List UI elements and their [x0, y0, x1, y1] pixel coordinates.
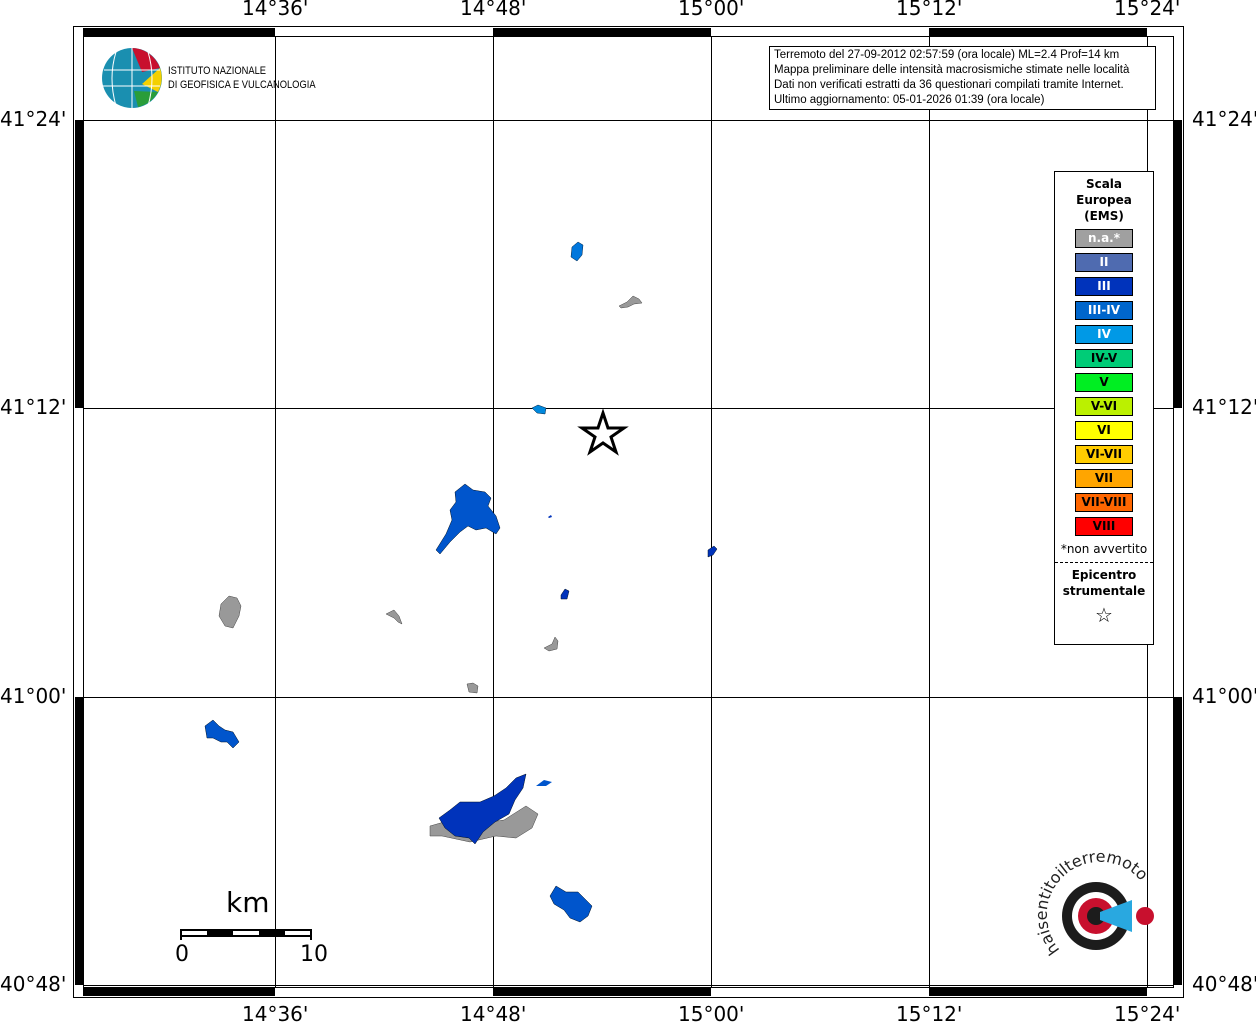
legend-swatch: VII-VIII: [1075, 493, 1133, 512]
frame-segment: [929, 988, 1147, 996]
lon-tick-label: 15°24': [1114, 1002, 1181, 1026]
lat-tick-label: 40°48': [0, 972, 67, 996]
map-frame: [75, 28, 1182, 996]
legend-swatch: V: [1075, 373, 1133, 392]
area-iii: [707, 545, 718, 558]
lon-tick-label: 15°00': [678, 1002, 745, 1026]
area-iii-iv: [435, 483, 501, 555]
area-iii: [560, 588, 570, 600]
event-info-box: Terremoto del 27-09-2012 02:57:59 (ora l…: [769, 46, 1156, 110]
map-description-line: Mappa preliminare delle intensità macros…: [774, 64, 1130, 76]
municipality-areas: [204, 241, 718, 923]
area-iii: [438, 773, 527, 845]
lat-tick-label: 41°24': [0, 107, 67, 131]
lon-tick-label: 14°36': [242, 1002, 309, 1026]
ingv-logo-icon: [102, 48, 162, 108]
lat-tick-label: 41°12': [0, 395, 67, 419]
scale-bar: [180, 929, 312, 940]
frame-segment: [75, 408, 83, 697]
lon-tick-label: 14°48': [460, 1002, 527, 1026]
lon-tick-label: 15°12': [896, 1002, 963, 1026]
epicenter-star-icon: [577, 408, 629, 456]
frame-segment: [75, 120, 83, 408]
epicenter-label-line: strumentale: [1062, 584, 1146, 598]
frame-segment: [1174, 985, 1182, 988]
ems-legend: Scala Europea (EMS) n.a.* II III III-IV IV IV…: [1054, 171, 1154, 645]
lon-tick-label: 14°48': [460, 0, 527, 20]
legend-swatch: III-IV: [1075, 301, 1133, 320]
ingv-name-line: DI GEOFISICA E VULCANOLOGIA: [168, 79, 316, 91]
frame-segment: [75, 36, 83, 120]
frame-segment: [75, 985, 83, 988]
lon-tick-label: 15°24': [1114, 0, 1181, 20]
frame-segment: [275, 988, 493, 996]
legend-title-line: Scala: [1085, 177, 1123, 191]
legend-swatch: II: [1075, 253, 1133, 272]
event-line: Terremoto del 27-09-2012 02:57:59 (ora l…: [774, 49, 1120, 61]
epicenter-label: Epicentro strumentale: [1055, 567, 1153, 599]
area-iii: [548, 515, 552, 518]
frame-segment: [1147, 28, 1174, 36]
legend-swatch: IV-V: [1075, 349, 1133, 368]
legend-swatch: VII: [1075, 469, 1133, 488]
scale-max: 10: [300, 942, 328, 967]
last-update-line: Ultimo aggiornamento: 05-01-2026 01:39 (…: [774, 94, 1045, 106]
lon-tick-label: 15°12': [896, 0, 963, 20]
frame-segment: [83, 988, 275, 996]
legend-title-line: (EMS): [1084, 209, 1124, 223]
area-iii-iv: [536, 780, 552, 786]
frame-segment: [275, 28, 493, 36]
legend-title-line: Europea: [1076, 193, 1132, 207]
area-na: [218, 595, 242, 629]
legend-divider: [1055, 562, 1153, 563]
epicenter-label-line: Epicentro: [1071, 568, 1137, 582]
lat-tick-label: 41°00': [0, 684, 67, 708]
area-na: [466, 682, 479, 694]
frame-segment: [1174, 697, 1182, 985]
frame-segment: [711, 988, 929, 996]
frame-segment: [1174, 408, 1182, 697]
frame-segment: [493, 28, 711, 36]
ingv-logo-text: ISTITUTO NAZIONALE DI GEOFISICA E VULCAN…: [168, 64, 316, 92]
frame-segment: [83, 28, 275, 36]
legend-title: Scala Europea (EMS): [1055, 176, 1153, 224]
area-na: [618, 295, 643, 309]
frame-segment: [75, 697, 83, 985]
legend-swatch: III: [1075, 277, 1133, 296]
area-iii-iv: [549, 885, 593, 923]
ingv-name-line: ISTITUTO NAZIONALE: [168, 65, 267, 77]
area-na: [385, 609, 403, 625]
lat-tick-label: 41°00': [1192, 684, 1256, 708]
area-iv: [570, 241, 584, 262]
area-iii-iv: [204, 719, 240, 749]
legend-swatch: VI: [1075, 421, 1133, 440]
frame-segment: [929, 28, 1147, 36]
frame-segment: [1174, 120, 1182, 408]
star-icon: ☆: [1095, 603, 1113, 627]
scale-unit: km: [226, 886, 270, 919]
data-source-line: Dati non verificati estratti da 36 quest…: [774, 79, 1124, 91]
lon-tick-label: 14°36': [242, 0, 309, 20]
legend-note: *non avvertito: [1060, 542, 1148, 556]
frame-segment: [1147, 988, 1174, 996]
frame-segment: [493, 988, 711, 996]
lat-tick-label: 41°12': [1192, 395, 1256, 419]
legend-swatch: V-VI: [1075, 397, 1133, 416]
area-iv: [531, 404, 547, 415]
area-na: [543, 636, 559, 652]
scale-min: 0: [175, 942, 189, 967]
lat-tick-label: 40°48': [1192, 972, 1256, 996]
lon-tick-label: 15°00': [678, 0, 745, 20]
frame-segment: [1174, 36, 1182, 120]
lat-tick-label: 41°24': [1192, 107, 1256, 131]
legend-swatch: VIII: [1075, 517, 1133, 536]
legend-swatch: n.a.*: [1075, 229, 1133, 248]
frame-segment: [711, 28, 929, 36]
legend-swatch: IV: [1075, 325, 1133, 344]
legend-swatch: VI-VII: [1075, 445, 1133, 464]
